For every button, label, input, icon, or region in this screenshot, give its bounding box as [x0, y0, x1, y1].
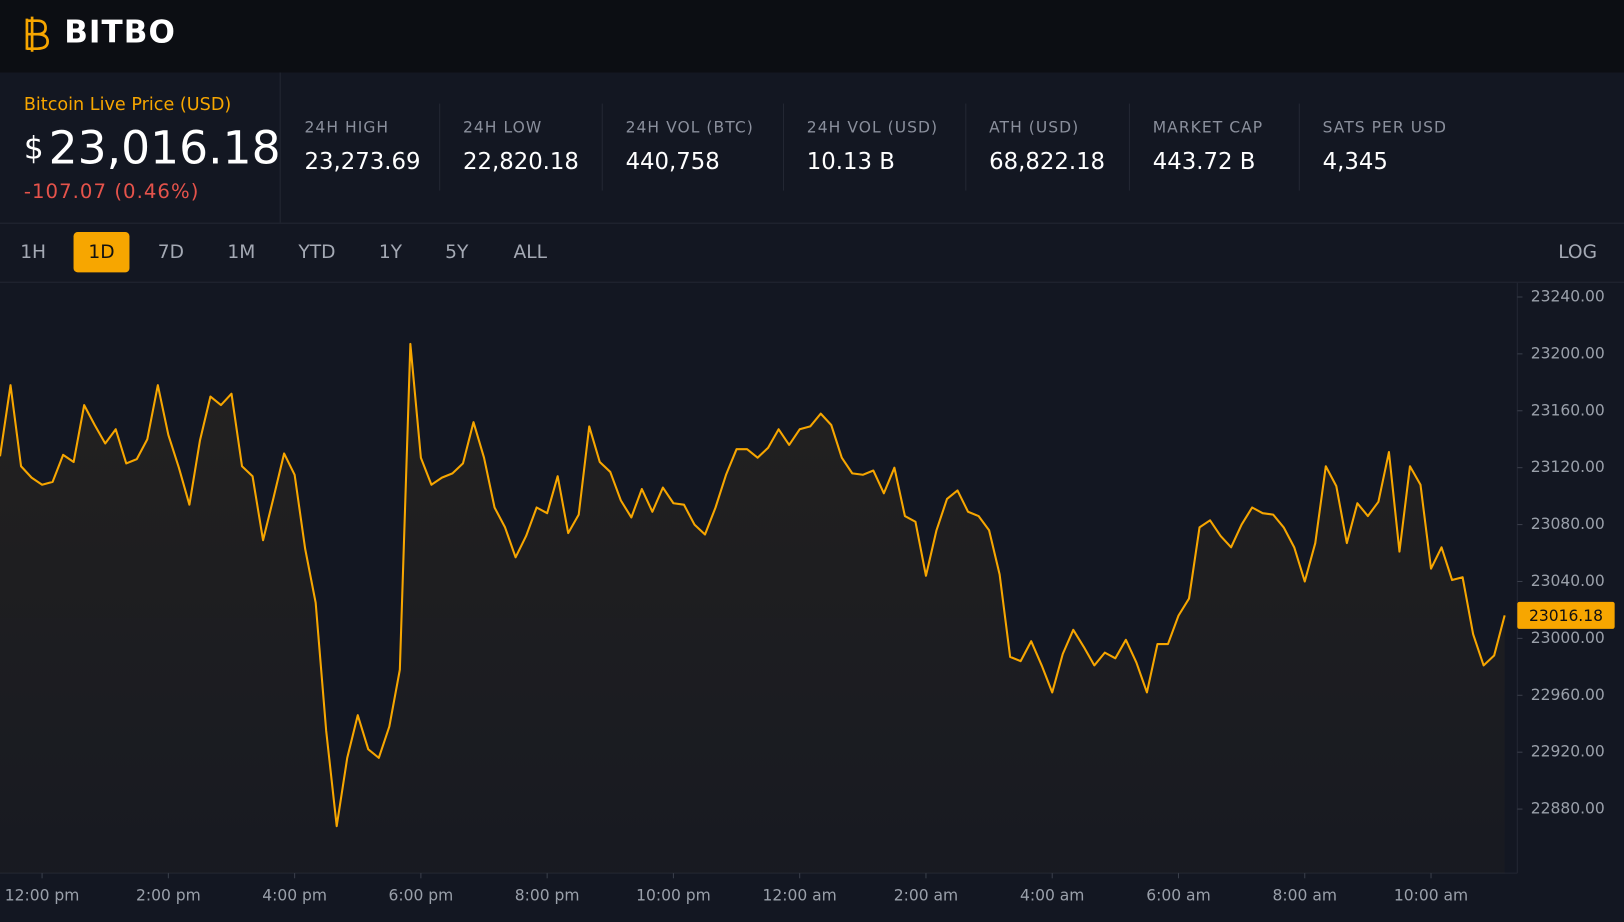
price-box: Bitcoin Live Price (USD) $ 23,016.18 -10… — [0, 72, 281, 223]
x-tick-label: 6:00 am — [1146, 886, 1210, 904]
stat-value: 22,820.18 — [462, 149, 579, 176]
y-tick-label: 22920.00 — [1531, 743, 1605, 761]
chart: 22880.00 22920.00 22960.00 23000.00 23040.00… — [0, 282, 1615, 904]
stat-label: MARKET CAP — [1152, 118, 1264, 137]
price-change: -107.07 (0.46%) — [23, 180, 200, 203]
area — [0, 343, 1505, 874]
stat-label: 24H VOL (BTC) — [625, 118, 754, 137]
x-tick-label: 8:00 pm — [515, 886, 580, 904]
x-tick-label: 4:00 am — [1020, 886, 1084, 904]
y-tick-label: 22960.00 — [1531, 686, 1605, 704]
price-label: Bitcoin Live Price (USD) — [23, 94, 232, 115]
stat-value: 23,273.69 — [304, 149, 421, 176]
current-price-label: 23016.18 — [1529, 607, 1603, 625]
stat: MARKET CAP 443.72 B — [1129, 103, 1300, 191]
timeframe-button[interactable]: ALL — [513, 241, 548, 264]
stat-value: 68,822.18 — [989, 149, 1106, 176]
x-tick-label: 12:00 pm — [5, 886, 80, 904]
stat-label: 24H HIGH — [304, 118, 390, 137]
stat: SATS PER USD 4,345 — [1299, 104, 1506, 191]
stats-row: Bitcoin Live Price (USD) $ 23,016.18 -10… — [0, 72, 1624, 224]
x-tick-label: 2:00 am — [894, 886, 958, 904]
timeframe-button[interactable]: 7D — [157, 241, 184, 264]
stat-value: 440,758 — [625, 149, 720, 176]
price-value: 23,016.18 — [48, 122, 281, 176]
x-tick-label: 10:00 pm — [636, 886, 711, 904]
stat-label: 24H LOW — [462, 118, 543, 137]
stat: 24H VOL (BTC) 440,758 — [602, 103, 785, 191]
logo[interactable]: BITBO — [64, 14, 176, 51]
stat-value: 443.72 B — [1152, 149, 1256, 176]
y-tick-label: 23000.00 — [1531, 629, 1605, 647]
y-tick-label: 23160.00 — [1531, 401, 1605, 419]
log-toggle[interactable]: LOG — [1558, 241, 1598, 264]
top-bar: BITBO — [0, 0, 1624, 73]
stat-label: ATH (USD) — [989, 118, 1080, 137]
logo-icon[interactable] — [23, 14, 50, 53]
y-tick-label: 22880.00 — [1531, 800, 1605, 818]
timeframe-button[interactable]: 1M — [227, 241, 256, 264]
x-tick-label: 8:00 am — [1273, 886, 1337, 904]
timeframe-button[interactable]: 1H — [20, 241, 47, 264]
stat: 24H LOW 22,820.18 — [439, 103, 603, 191]
timeframe-button[interactable]: 1D — [73, 231, 130, 273]
stat: 24H HIGH 23,273.69 — [281, 103, 441, 191]
stat: ATH (USD) 68,822.18 — [965, 103, 1130, 191]
x-tick-label: 4:00 pm — [262, 886, 327, 904]
stat: 24H VOL (USD) 10.13 B — [783, 103, 967, 191]
stat-value: 10.13 B — [806, 149, 895, 176]
y-tick-label: 23120.00 — [1531, 458, 1605, 476]
x-tick-label: 2:00 pm — [136, 886, 201, 904]
currency: $ — [23, 130, 44, 167]
timeframe-button[interactable]: 1Y — [378, 241, 403, 264]
x-tick-label: 10:00 am — [1394, 886, 1468, 904]
stat-label: SATS PER USD — [1322, 118, 1448, 137]
timeframe-button[interactable]: YTD — [298, 241, 336, 264]
y-tick-label: 23080.00 — [1531, 515, 1605, 533]
stat-label: 24H VOL (USD) — [806, 118, 939, 137]
x-tick-label: 6:00 pm — [389, 886, 454, 904]
timeframe-button[interactable]: 5Y — [445, 241, 469, 264]
timeframe-row: LOG 1H 1D 7D 1M YTD 1Y 5Y ALL — [0, 224, 1624, 283]
stat-value: 4,345 — [1322, 149, 1388, 176]
y-tick-label: 23040.00 — [1531, 572, 1605, 590]
current-price-tag — [1517, 601, 1615, 629]
x-tick-label: 12:00 am — [763, 886, 837, 904]
y-tick-label: 23240.00 — [1531, 287, 1605, 305]
y-tick-label: 23200.00 — [1531, 344, 1605, 362]
price-line — [0, 342, 1506, 828]
